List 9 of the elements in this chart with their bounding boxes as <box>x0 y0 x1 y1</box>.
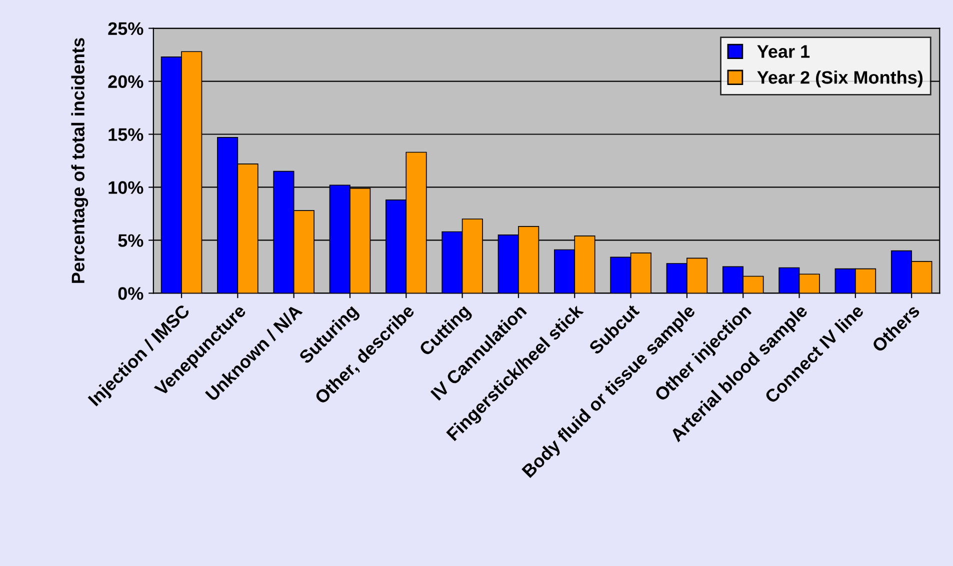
y-tick-label: 5% <box>118 234 144 247</box>
y-tick-label: 10% <box>108 181 144 194</box>
y-axis-title: Percentage of total incidents <box>71 38 88 283</box>
y-tick-label: 20% <box>108 75 144 88</box>
y-tick-label: 0% <box>118 287 144 300</box>
legend-label: Year 1 <box>757 45 810 58</box>
y-tick-label: 25% <box>108 22 144 36</box>
legend-label: Year 2 (Six Months) <box>757 70 923 88</box>
y-tick-label: 15% <box>108 128 144 141</box>
